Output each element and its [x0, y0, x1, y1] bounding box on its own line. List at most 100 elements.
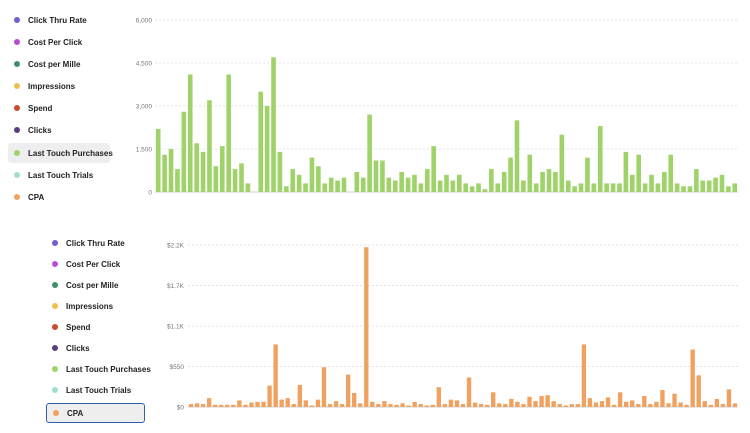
bar[interactable]	[207, 100, 212, 192]
bar[interactable]	[666, 403, 671, 407]
bar[interactable]	[341, 177, 347, 192]
bar[interactable]	[527, 396, 532, 407]
bar[interactable]	[501, 171, 507, 192]
bar[interactable]	[290, 169, 296, 192]
bar[interactable]	[175, 169, 180, 192]
bar[interactable]	[219, 146, 225, 192]
bar[interactable]	[373, 160, 379, 192]
bar[interactable]	[352, 393, 357, 407]
bar[interactable]	[245, 183, 251, 192]
bar[interactable]	[726, 186, 731, 192]
bar[interactable]	[630, 400, 635, 407]
bar[interactable]	[678, 402, 683, 407]
bar[interactable]	[726, 389, 732, 407]
metric-cost-per-mille[interactable]: Cost per Mille	[46, 275, 145, 295]
bar[interactable]	[291, 404, 296, 407]
bar[interactable]	[339, 404, 345, 407]
bar[interactable]	[489, 169, 494, 192]
bar[interactable]	[380, 160, 385, 192]
bar[interactable]	[578, 183, 584, 192]
bar[interactable]	[655, 183, 661, 192]
bar[interactable]	[700, 180, 706, 192]
bar[interactable]	[539, 395, 544, 407]
bar[interactable]	[424, 405, 429, 407]
bar[interactable]	[333, 401, 339, 407]
metric-clicks[interactable]: Clicks	[8, 120, 110, 140]
bar[interactable]	[611, 404, 617, 407]
bar[interactable]	[713, 177, 718, 192]
bar[interactable]	[636, 404, 641, 407]
bar[interactable]	[277, 151, 283, 192]
bar[interactable]	[572, 186, 577, 192]
bar[interactable]	[533, 183, 539, 192]
bar[interactable]	[557, 404, 562, 407]
bar[interactable]	[563, 405, 568, 407]
bar[interactable]	[360, 177, 366, 192]
bar[interactable]	[668, 154, 674, 192]
bar[interactable]	[155, 128, 161, 192]
bar[interactable]	[599, 401, 605, 407]
bar[interactable]	[386, 177, 392, 192]
bar[interactable]	[249, 402, 254, 407]
bar[interactable]	[232, 169, 238, 192]
bar[interactable]	[585, 157, 590, 192]
bar[interactable]	[515, 401, 520, 407]
metric-click-thru-rate[interactable]: Click Thru Rate	[8, 10, 110, 30]
metric-click-thru-rate[interactable]: Click Thru Rate	[46, 233, 145, 253]
bar[interactable]	[460, 404, 466, 407]
bar[interactable]	[399, 171, 404, 192]
metric-cpa[interactable]: CPA	[46, 403, 145, 423]
bar[interactable]	[322, 183, 328, 192]
metric-last-touch-trials[interactable]: Last Touch Trials	[46, 380, 145, 400]
bar[interactable]	[662, 171, 667, 192]
bar[interactable]	[225, 404, 230, 407]
bar[interactable]	[405, 177, 411, 192]
bar[interactable]	[437, 180, 443, 192]
bar[interactable]	[200, 151, 206, 192]
bar[interactable]	[303, 183, 308, 192]
bar[interactable]	[624, 401, 629, 407]
bar[interactable]	[243, 404, 248, 407]
bar[interactable]	[284, 186, 289, 192]
bar[interactable]	[684, 404, 689, 407]
metric-cpa[interactable]: CPA	[8, 187, 110, 207]
metric-clicks[interactable]: Clicks	[46, 338, 145, 358]
bar[interactable]	[424, 169, 430, 192]
bar[interactable]	[508, 157, 513, 192]
bar[interactable]	[444, 174, 449, 192]
bar[interactable]	[418, 404, 423, 407]
bar[interactable]	[720, 404, 726, 407]
bar[interactable]	[328, 177, 334, 192]
bar[interactable]	[448, 399, 454, 407]
bar[interactable]	[732, 403, 738, 407]
bar[interactable]	[219, 404, 224, 407]
bar[interactable]	[521, 404, 526, 407]
bar[interactable]	[636, 154, 642, 192]
metric-impressions[interactable]: Impressions	[46, 296, 145, 316]
bar[interactable]	[194, 403, 200, 407]
bar[interactable]	[687, 186, 693, 192]
bar[interactable]	[604, 183, 609, 192]
bar[interactable]	[255, 401, 260, 407]
bar[interactable]	[514, 120, 520, 192]
bar[interactable]	[533, 401, 538, 407]
bar[interactable]	[497, 403, 502, 407]
bar[interactable]	[431, 146, 436, 192]
bar[interactable]	[591, 183, 597, 192]
bar[interactable]	[406, 405, 411, 407]
bar[interactable]	[597, 126, 603, 192]
bar[interactable]	[605, 397, 611, 407]
bar[interactable]	[617, 392, 623, 407]
bar[interactable]	[690, 349, 695, 407]
bar[interactable]	[732, 183, 738, 192]
bar[interactable]	[442, 404, 448, 407]
bar[interactable]	[545, 395, 550, 407]
bar[interactable]	[335, 180, 340, 192]
bar[interactable]	[258, 91, 264, 192]
bar[interactable]	[327, 404, 333, 407]
bar[interactable]	[303, 400, 309, 407]
bar[interactable]	[392, 180, 398, 192]
bar[interactable]	[694, 169, 699, 192]
bar[interactable]	[382, 401, 387, 407]
bar[interactable]	[648, 404, 653, 407]
